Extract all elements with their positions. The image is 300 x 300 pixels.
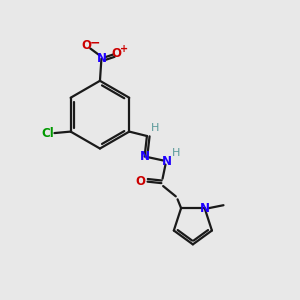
Text: +: + [120,44,128,54]
Text: H: H [172,148,180,158]
Text: −: − [90,36,100,49]
Text: N: N [96,52,106,65]
Text: O: O [112,47,122,60]
Text: N: N [162,154,172,167]
Text: N: N [140,150,150,163]
Text: O: O [136,175,146,188]
Text: O: O [81,39,91,52]
Text: H: H [151,123,159,133]
Text: N: N [200,202,210,214]
Text: Cl: Cl [42,127,54,140]
